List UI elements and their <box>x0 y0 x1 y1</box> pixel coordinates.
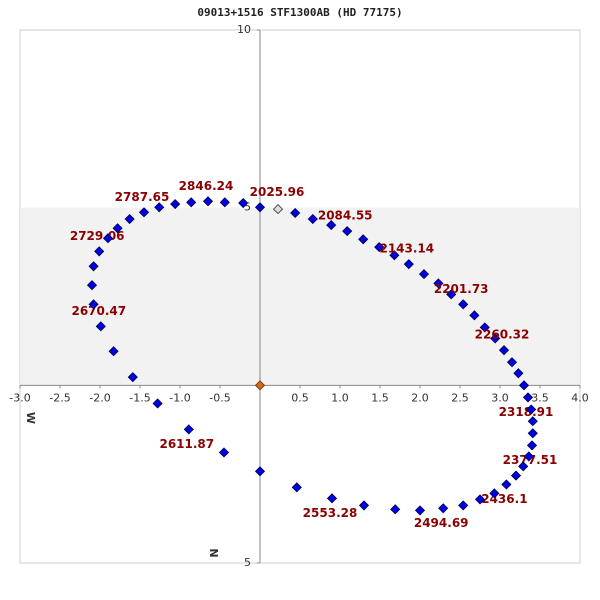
orbit-point <box>390 504 401 515</box>
orbit-point <box>438 503 449 514</box>
orbit-point <box>254 466 266 477</box>
orbit-point <box>202 196 214 207</box>
orbit-point <box>526 440 538 451</box>
epoch-label: 2201.73 <box>434 282 489 296</box>
orbit-point <box>498 345 510 356</box>
orbit-point <box>112 223 123 234</box>
orbit-point <box>358 500 370 511</box>
x-tick-label: 0.5 <box>291 391 309 404</box>
orbit-point <box>154 202 165 213</box>
orbit-point <box>469 310 480 321</box>
y-tick-label: 5 <box>244 556 251 569</box>
epoch-label: 2611.87 <box>159 437 214 451</box>
x-tick-label: -3.0 <box>9 391 30 404</box>
epoch-label: 2846.24 <box>179 179 234 193</box>
orbit-point <box>358 234 369 245</box>
epoch-label: 2787.65 <box>115 190 170 204</box>
epoch-label: 2084.55 <box>318 209 373 223</box>
x-axis-label: W <box>24 412 37 424</box>
epoch-label: 2025.96 <box>250 185 305 199</box>
y-tick-label: 10 <box>237 23 251 36</box>
orbit-point <box>389 250 400 261</box>
orbit-point <box>307 213 318 225</box>
epoch-label: 2260.32 <box>475 328 530 342</box>
current-position <box>272 204 284 215</box>
x-tick-label: -1.0 <box>169 391 190 404</box>
epoch-label: 2436.1 <box>481 492 527 506</box>
x-tick-label: -0.5 <box>209 391 230 404</box>
x-tick-label: 3.5 <box>531 391 549 404</box>
orbit-point <box>458 299 469 310</box>
orbit-point <box>501 479 512 490</box>
orbit-point <box>326 493 338 504</box>
orbit-point <box>186 197 197 208</box>
chart-title: 09013+1516 STF1300AB (HD 77175) <box>197 6 402 19</box>
orbit-point <box>446 289 457 300</box>
orbit-point <box>95 321 106 332</box>
orbit-point <box>183 424 194 435</box>
orbit-point <box>527 416 538 427</box>
orbit-point <box>433 278 444 289</box>
orbit-point <box>326 220 337 231</box>
orbit-point <box>374 242 385 253</box>
orbit-point <box>219 197 230 208</box>
epoch-label: 2670.47 <box>71 304 126 318</box>
orbit-point <box>474 494 486 505</box>
orbit-point <box>152 398 163 409</box>
epoch-label: 2143.14 <box>379 242 434 256</box>
x-tick-label: 2.5 <box>451 391 469 404</box>
orbit-point <box>238 197 249 209</box>
epoch-label: 2553.28 <box>303 506 358 520</box>
orbit-point <box>522 392 534 403</box>
orbit-point <box>458 500 469 511</box>
orbit-point <box>290 207 301 219</box>
epoch-label: 2494.69 <box>414 516 469 530</box>
orbit-point <box>138 207 150 218</box>
x-tick-label: 3.0 <box>491 391 509 404</box>
orbit-point <box>403 259 414 270</box>
orbit-point <box>506 357 518 368</box>
orbit-point <box>510 470 522 481</box>
orbit-point <box>102 233 114 244</box>
orbit-point <box>527 428 538 439</box>
orbit-point <box>479 322 490 333</box>
x-tick-label: 1.5 <box>371 391 389 404</box>
orbit-point <box>88 299 99 310</box>
orbit-point <box>490 333 501 344</box>
orbit-point <box>489 488 500 499</box>
epoch-label: 2318.91 <box>499 405 554 419</box>
orbit-point <box>418 269 430 280</box>
orbit-point <box>513 368 524 379</box>
x-tick-label: -2.0 <box>89 391 110 404</box>
orbit-point <box>526 404 537 415</box>
orbit-point <box>218 447 230 458</box>
orbit-point <box>124 213 135 225</box>
orbit-point <box>523 451 534 462</box>
orbit-point <box>170 199 181 210</box>
orbit-point <box>342 226 353 237</box>
x-tick-label: 4.0 <box>571 391 589 404</box>
orbit-point <box>127 372 138 383</box>
y-tick-label: 5 <box>244 201 251 214</box>
orbit-point <box>86 280 98 291</box>
y-axis-label: N <box>207 548 220 557</box>
orbit-point <box>414 505 426 516</box>
orbit-point <box>254 202 266 213</box>
orbit-point <box>108 346 119 357</box>
orbit-point <box>518 461 529 472</box>
primary-star <box>254 380 266 391</box>
x-tick-label: 2.0 <box>411 391 429 404</box>
x-tick-label: -1.5 <box>129 391 150 404</box>
orbit-point <box>291 482 302 493</box>
x-tick-label: -2.5 <box>49 391 70 404</box>
orbit-point <box>94 246 105 257</box>
orbit-point <box>518 380 530 391</box>
orbit-point <box>88 261 99 272</box>
x-tick-label: 1.0 <box>331 391 349 404</box>
